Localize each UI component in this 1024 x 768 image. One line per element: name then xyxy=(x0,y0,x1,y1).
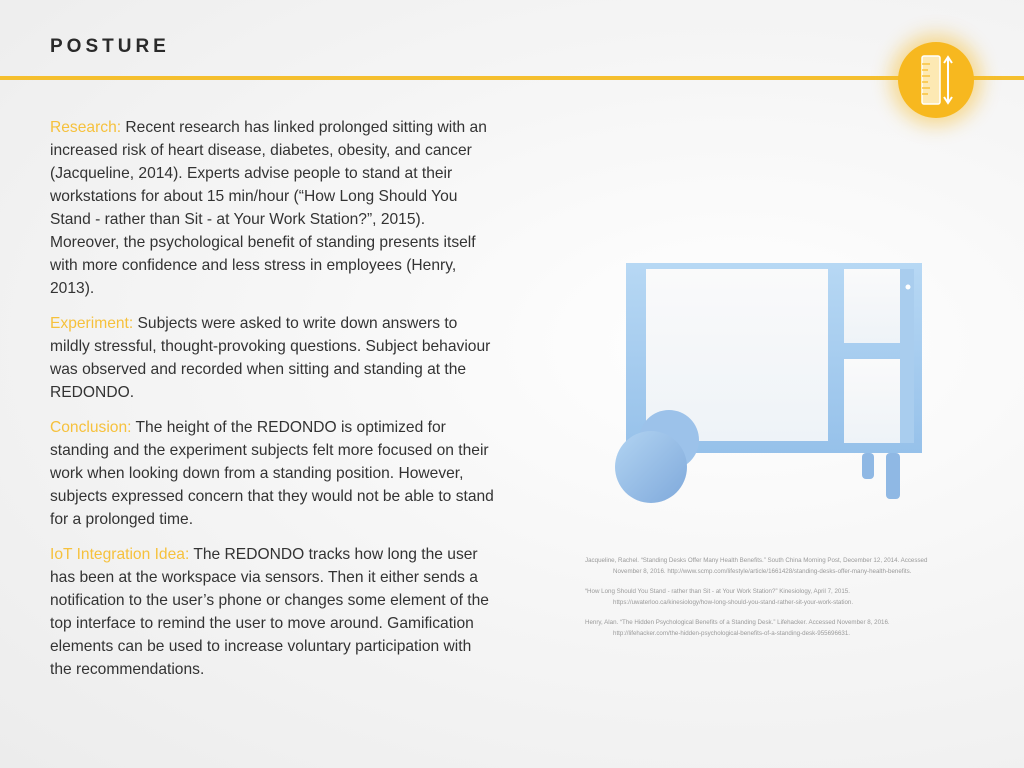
experiment-label: Experiment: xyxy=(50,315,134,332)
research-text: Recent research has linked prolonged sit… xyxy=(50,119,487,297)
header-divider xyxy=(0,76,1024,80)
iot-idea-text: The REDONDO tracks how long the user has… xyxy=(50,546,489,678)
body-text: Research: Recent research has linked pro… xyxy=(50,116,495,693)
iot-idea-paragraph: IoT Integration Idea: The REDONDO tracks… xyxy=(50,543,495,681)
research-label: Research: xyxy=(50,119,122,136)
reference-item: Jacqueline, Rachel. “Standing Desks Offe… xyxy=(585,557,928,575)
reference-item: Henry, Alan. “The Hidden Psychological B… xyxy=(585,619,890,637)
standing-desk-cart-illustration xyxy=(615,263,922,503)
research-paragraph: Research: Recent research has linked pro… xyxy=(50,116,495,300)
experiment-text: Subjects were asked to write down answer… xyxy=(50,315,491,401)
ruler-height-icon xyxy=(898,42,974,118)
experiment-paragraph: Experiment: Subjects were asked to write… xyxy=(50,312,495,404)
page-title: POSTURE xyxy=(50,36,170,57)
conclusion-paragraph: Conclusion: The height of the REDONDO is… xyxy=(50,416,495,531)
iot-idea-label: IoT Integration Idea: xyxy=(50,546,190,563)
conclusion-label: Conclusion: xyxy=(50,419,132,436)
references-list: Jacqueline, Rachel. “Standing Desks Offe… xyxy=(585,555,945,648)
conclusion-text: The height of the REDONDO is optimized f… xyxy=(50,419,494,528)
reference-item: “How Long Should You Stand - rather than… xyxy=(585,588,854,606)
